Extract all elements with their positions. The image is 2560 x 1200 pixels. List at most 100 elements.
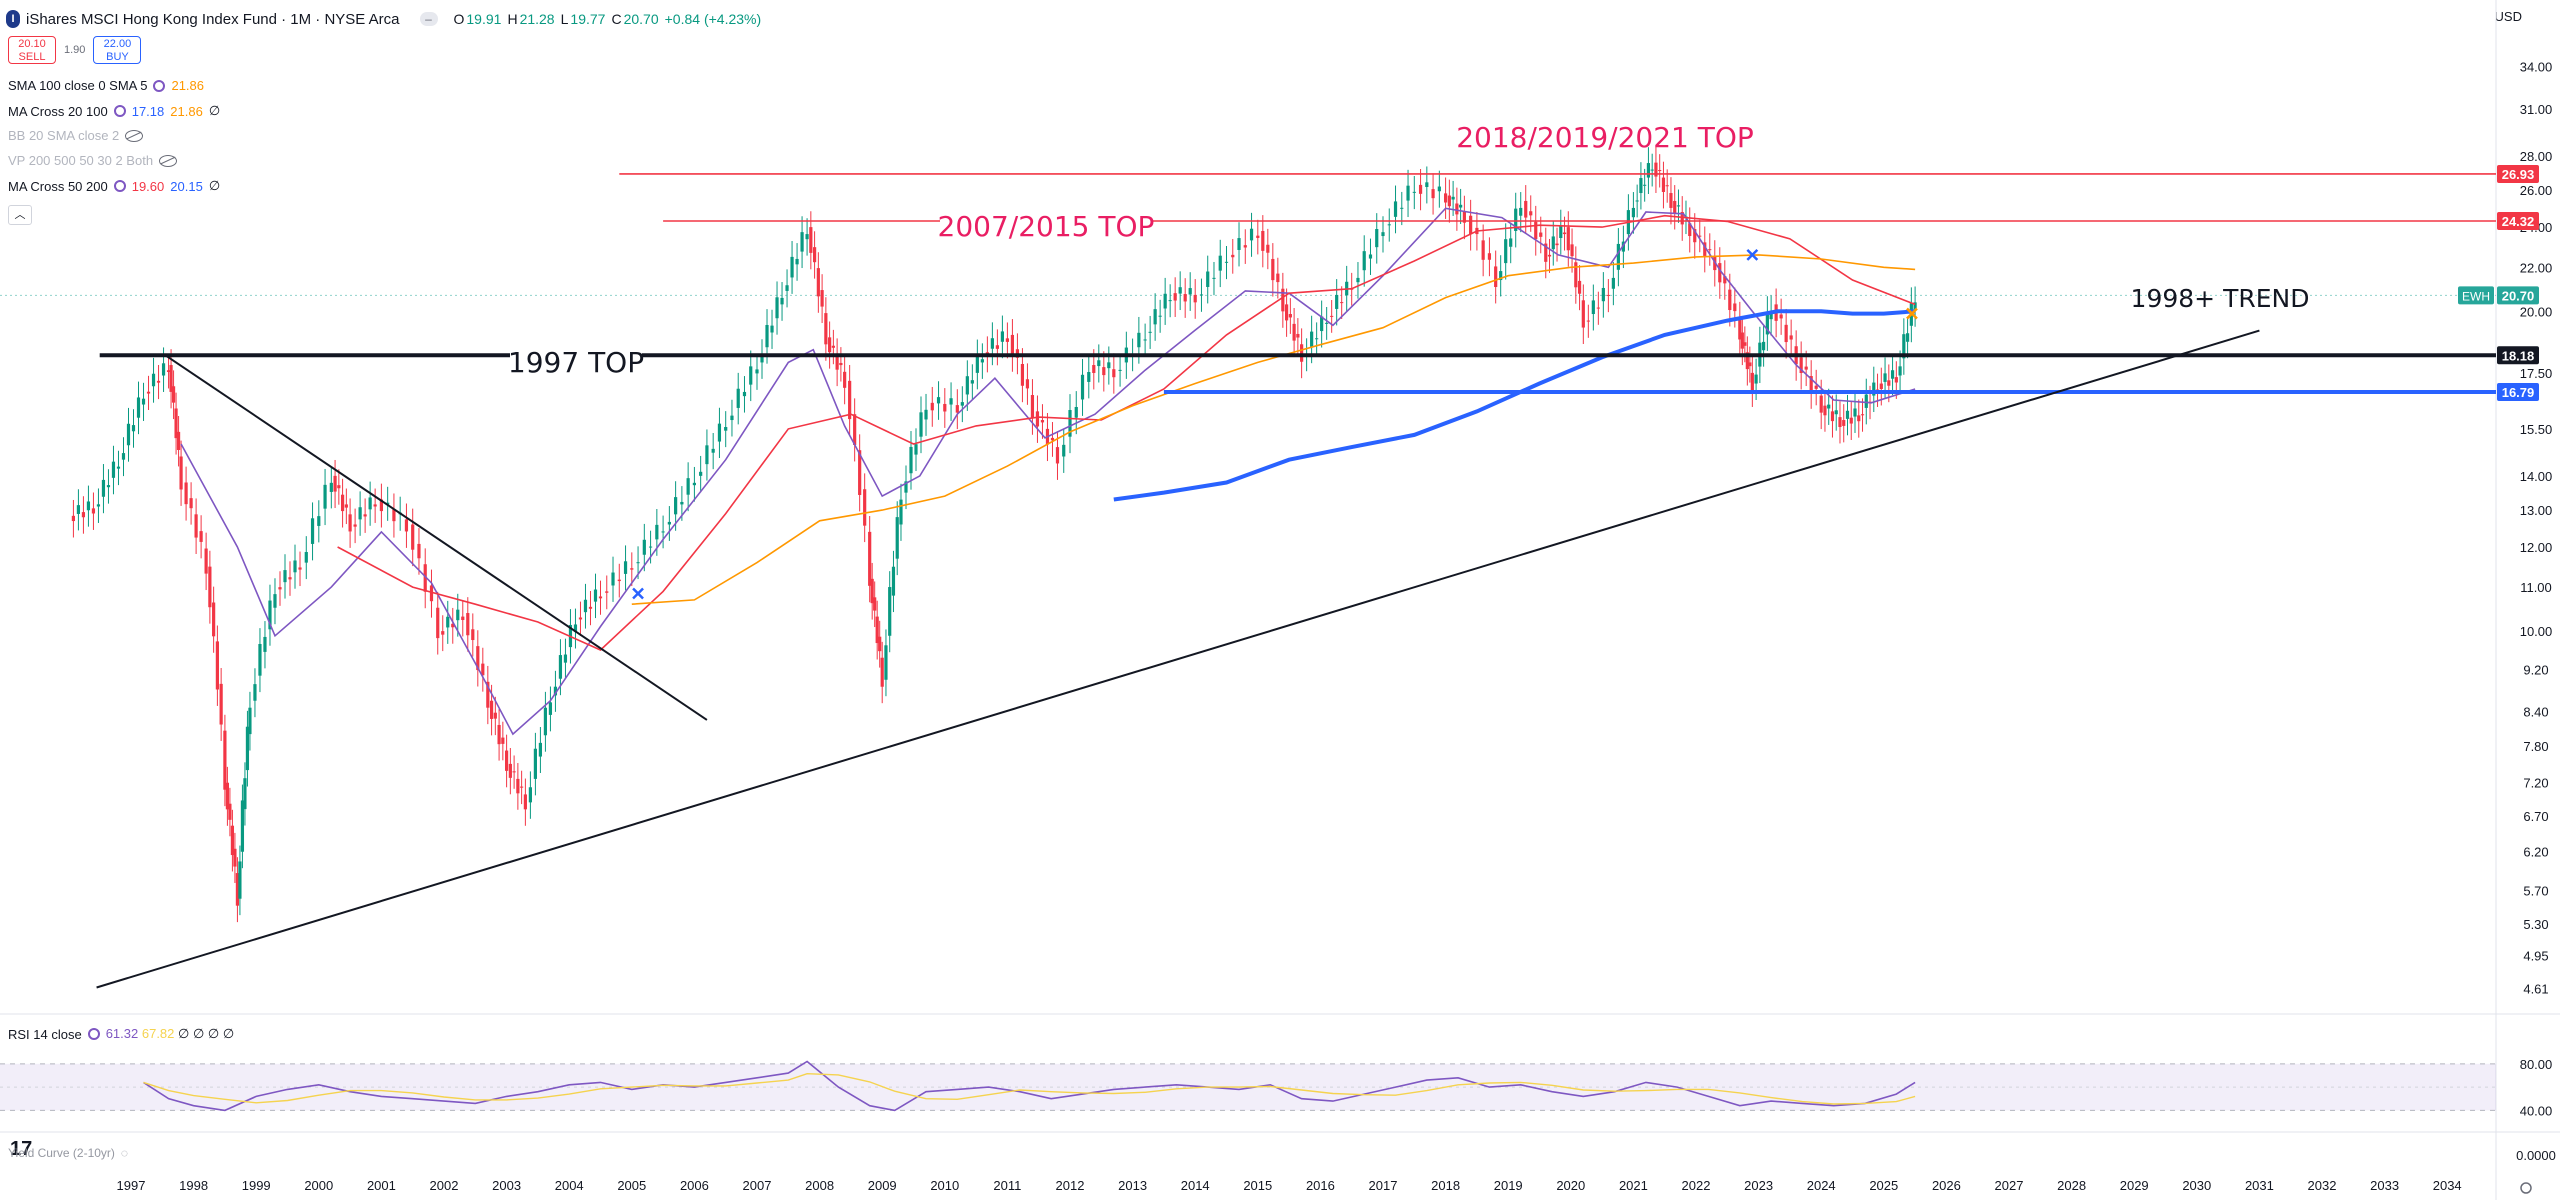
buy-button[interactable]: 22.00 BUY [93, 36, 142, 64]
candle-body [404, 519, 409, 532]
candle-body [1654, 162, 1658, 177]
settings-icon[interactable] [87, 1028, 100, 1040]
candle-body [705, 445, 709, 465]
candle-body [904, 481, 908, 493]
candle-body [446, 616, 450, 628]
candle-body [516, 778, 520, 794]
candle-body [1335, 294, 1339, 309]
price-level-badge[interactable] [2497, 164, 2539, 183]
price-level-badge[interactable] [2497, 382, 2539, 401]
hidden-eye-icon[interactable] [125, 129, 144, 142]
candle-body [623, 561, 628, 574]
candle-body [156, 380, 161, 383]
hidden-eye-icon[interactable] [159, 154, 178, 167]
x-tick-label: 2015 [1243, 1178, 1272, 1193]
settings-icon[interactable] [2520, 1182, 2532, 1194]
candle-body [106, 485, 111, 488]
chart-annotation[interactable]: 2018/2019/2021 TOP [1456, 121, 1754, 154]
candle-body [131, 425, 136, 432]
downtrend-line[interactable] [164, 354, 708, 721]
candle-body [1504, 239, 1508, 264]
annotation-backdrop [510, 348, 642, 380]
candle-body [121, 453, 126, 460]
trend-line[interactable] [96, 329, 2260, 989]
indicator-row[interactable]: VP 200 500 50 30 2 Both [8, 153, 178, 168]
candle-body [317, 516, 321, 526]
indicator-name[interactable]: MA Cross 20 100 [8, 103, 108, 119]
sell-price: 20.10 [18, 38, 46, 50]
candle-body [436, 607, 440, 639]
candle-body [553, 686, 558, 696]
rsi-name[interactable]: RSI 14 close [8, 1026, 82, 1042]
sell-button[interactable]: 20.10 SELL [8, 36, 56, 64]
x-tick-label: 2014 [1181, 1178, 1210, 1193]
candle-body [888, 587, 892, 636]
candle-body [373, 504, 377, 507]
candle-body [1050, 437, 1055, 441]
x-tick-label: 2018 [1431, 1178, 1460, 1193]
candle-body [611, 572, 615, 586]
indicator-name[interactable]: BB 20 SMA close 2 [8, 128, 120, 143]
indicator-row[interactable]: MA Cross 50 200 19.60 20.15 ∅ [8, 178, 220, 194]
indicator-name[interactable]: MA Cross 50 200 [8, 178, 108, 194]
candle-body [1249, 228, 1254, 241]
candle-body [358, 507, 362, 520]
price-level-badge[interactable] [2497, 346, 2539, 365]
chart-annotation[interactable]: 2007/2015 TOP [938, 210, 1155, 243]
candle-body [1703, 242, 1707, 256]
candle-body [1437, 186, 1441, 192]
candle-body [1669, 193, 1673, 208]
x-tick-label: 2029 [2120, 1178, 2149, 1193]
x-tick-label: 2022 [1682, 1178, 1711, 1193]
candle-body [1020, 363, 1025, 386]
candle-body [1068, 410, 1072, 437]
indicator-row[interactable]: BB 20 SMA close 2 [8, 128, 144, 143]
candle-body [1168, 300, 1172, 302]
candle-body [583, 599, 588, 613]
last-price-badge[interactable] [2497, 286, 2539, 305]
candle-body [1745, 352, 1749, 370]
candle-body [936, 397, 941, 404]
collapse-legend-button[interactable]: ︿ [8, 205, 32, 225]
indicator-row[interactable]: MA Cross 20 100 17.18 21.86 ∅ [8, 103, 220, 119]
yield-curve-label[interactable]: Yield Curve (2-10yr) [8, 1146, 115, 1160]
x-tick-label: 2001 [367, 1178, 396, 1193]
x-tick-label: 2012 [1056, 1178, 1085, 1193]
candle-body [1748, 362, 1752, 367]
candle-body [914, 444, 918, 455]
candle-body [875, 616, 879, 644]
symbol-badge[interactable] [2458, 286, 2494, 305]
candle-body [1718, 263, 1722, 283]
candle-body [233, 848, 237, 867]
indicator-name[interactable]: SMA 100 close 0 SMA 5 [8, 78, 148, 93]
candle-body [990, 338, 994, 349]
settings-icon[interactable] [153, 79, 166, 92]
candle-body [593, 589, 598, 602]
indicator-row[interactable]: SMA 100 close 0 SMA 5 21.86 [8, 78, 204, 93]
candle-body [1000, 331, 1004, 342]
chart-annotation[interactable]: 1998+ TREND [2131, 284, 2310, 313]
candle-body [816, 268, 820, 297]
candle-body [310, 518, 315, 544]
candle-body [268, 600, 272, 630]
trade-panel: 20.10 SELL 1.90 22.00 BUY [8, 36, 142, 64]
chart-annotation[interactable]: 1997 TOP [508, 346, 644, 379]
currency-label[interactable]: USD [2494, 9, 2522, 24]
price-level-badge[interactable] [2497, 212, 2539, 231]
candle-body [919, 412, 923, 437]
minus-icon[interactable]: – [419, 12, 438, 26]
candle-body [81, 512, 86, 518]
settings-icon[interactable] [113, 105, 126, 117]
hidden-eye-icon[interactable]: ◌ [120, 1146, 129, 1160]
x-tick-label: 2017 [1369, 1178, 1398, 1193]
symbol-title[interactable]: iShares MSCI Hong Kong Index Fund · 1M ·… [26, 10, 400, 28]
candle-body [980, 359, 984, 363]
candle-body [891, 566, 896, 596]
tradingview-logo-icon[interactable]: 17 [10, 1138, 33, 1160]
candle-body [225, 782, 230, 810]
y-tick-label: 31.00 [2520, 102, 2553, 117]
indicator-name[interactable]: VP 200 500 50 30 2 Both [8, 153, 154, 168]
candle-body [263, 636, 267, 652]
settings-icon[interactable] [113, 180, 126, 192]
